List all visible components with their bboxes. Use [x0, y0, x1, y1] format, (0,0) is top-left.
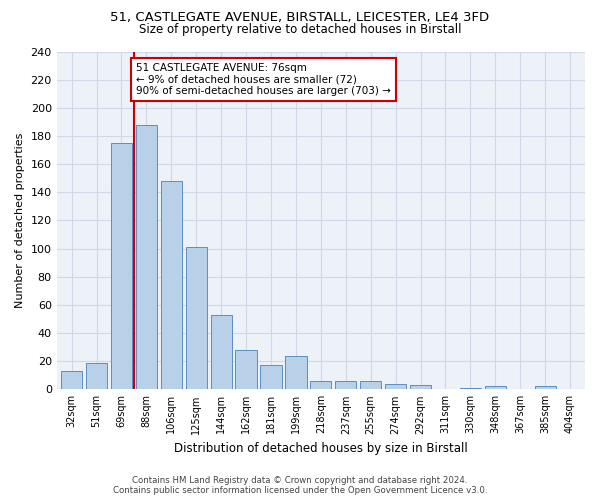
Text: 51 CASTLEGATE AVENUE: 76sqm
← 9% of detached houses are smaller (72)
90% of semi: 51 CASTLEGATE AVENUE: 76sqm ← 9% of deta…: [136, 63, 391, 96]
Text: Size of property relative to detached houses in Birstall: Size of property relative to detached ho…: [139, 22, 461, 36]
Bar: [360, 381, 381, 390]
Bar: [286, 356, 307, 390]
Bar: [161, 181, 182, 390]
Text: 51, CASTLEGATE AVENUE, BIRSTALL, LEICESTER, LE4 3FD: 51, CASTLEGATE AVENUE, BIRSTALL, LEICEST…: [110, 11, 490, 24]
Text: Contains HM Land Registry data © Crown copyright and database right 2024.
Contai: Contains HM Land Registry data © Crown c…: [113, 476, 487, 495]
Bar: [260, 366, 281, 390]
Bar: [485, 386, 506, 390]
Bar: [136, 124, 157, 390]
Bar: [211, 314, 232, 390]
Bar: [61, 371, 82, 390]
Bar: [460, 388, 481, 390]
Bar: [410, 385, 431, 390]
Bar: [86, 362, 107, 390]
Bar: [111, 143, 132, 390]
Bar: [335, 381, 356, 390]
Bar: [310, 381, 331, 390]
X-axis label: Distribution of detached houses by size in Birstall: Distribution of detached houses by size …: [174, 442, 468, 455]
Bar: [185, 247, 207, 390]
Bar: [535, 386, 556, 390]
Bar: [235, 350, 257, 390]
Y-axis label: Number of detached properties: Number of detached properties: [15, 132, 25, 308]
Bar: [385, 384, 406, 390]
